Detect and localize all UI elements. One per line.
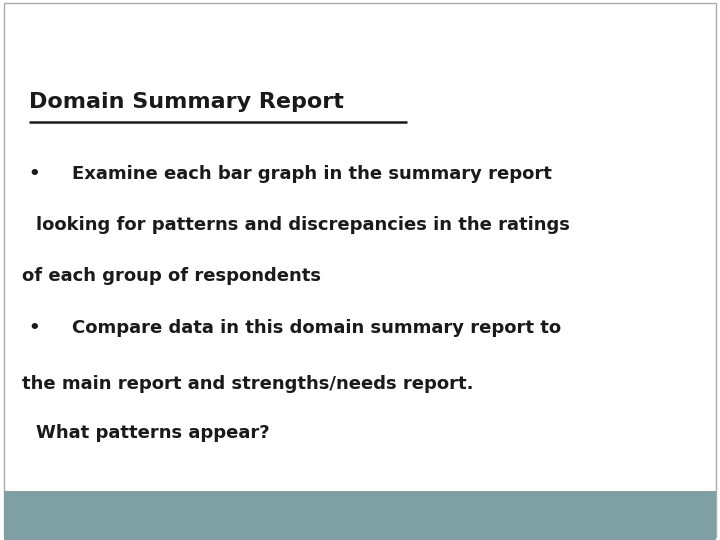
FancyBboxPatch shape bbox=[4, 3, 716, 537]
Text: What patterns appear?: What patterns appear? bbox=[36, 424, 269, 442]
Text: •: • bbox=[29, 165, 40, 183]
Text: Compare data in this domain summary report to: Compare data in this domain summary repo… bbox=[72, 319, 561, 336]
Text: looking for patterns and discrepancies in the ratings: looking for patterns and discrepancies i… bbox=[36, 216, 570, 234]
Text: of each group of respondents: of each group of respondents bbox=[22, 267, 320, 285]
Text: •: • bbox=[29, 319, 40, 336]
Text: Domain Summary Report: Domain Summary Report bbox=[29, 92, 343, 112]
Text: the main report and strengths/needs report.: the main report and strengths/needs repo… bbox=[22, 375, 473, 393]
Text: Examine each bar graph in the summary report: Examine each bar graph in the summary re… bbox=[72, 165, 552, 183]
FancyBboxPatch shape bbox=[4, 491, 716, 540]
